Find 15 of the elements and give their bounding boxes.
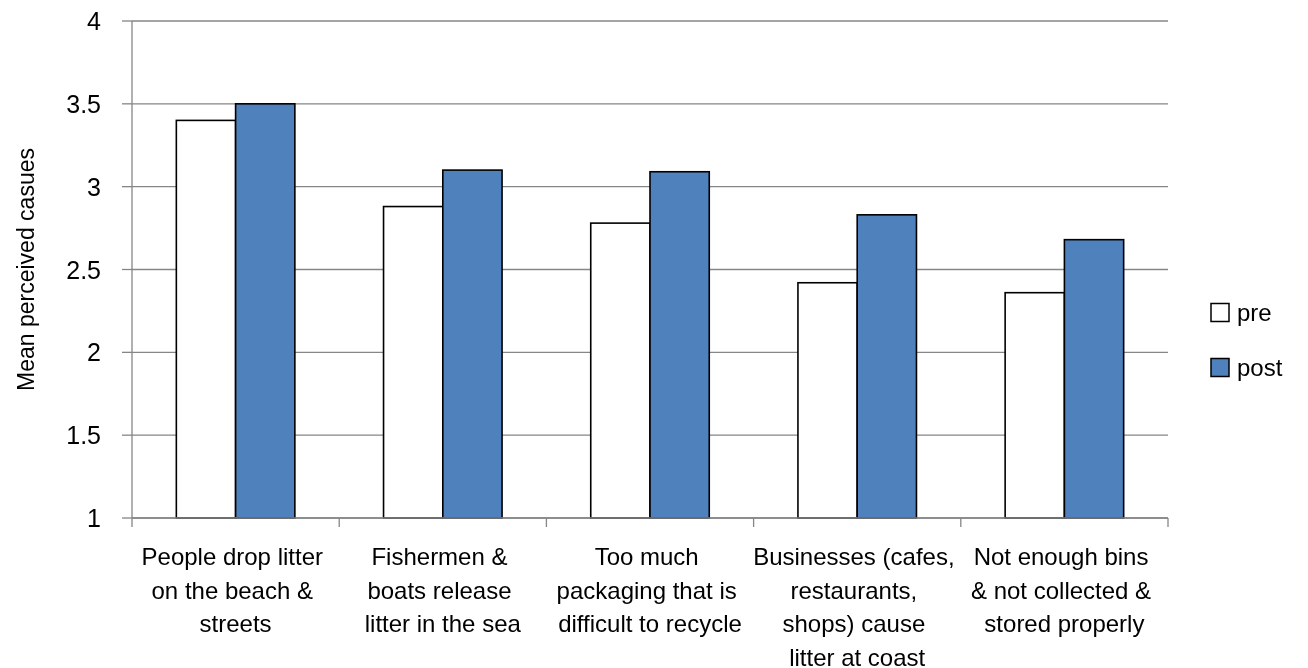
y-tick-label: 1: [87, 504, 101, 532]
legend-label: pre: [1237, 299, 1272, 327]
y-tick-label: 3.5: [66, 89, 101, 118]
y-tick-label: 3: [87, 172, 101, 201]
y-tick-label: 2.5: [66, 255, 101, 284]
x-tick-label: Too much packaging that is difficult to recycle: [556, 543, 744, 638]
x-tick-label: Not enough bins & not collected & stored properly: [971, 543, 1158, 638]
legend-label: post: [1237, 354, 1283, 382]
y-tick-label: 4: [87, 7, 102, 35]
x-tick-label: Fishermen & boats release litter in the sea: [364, 543, 522, 638]
y-tick-label: 1.5: [66, 421, 101, 450]
x-tick-label: People drop litter on the beach & streets: [141, 543, 330, 638]
y-axis-title: Mean perceived casues: [13, 148, 39, 391]
y-tick-label: 2: [87, 338, 101, 367]
x-tick-label: Businesses (cafes, restaurants, shops) cause litter at coast: [753, 543, 962, 668]
